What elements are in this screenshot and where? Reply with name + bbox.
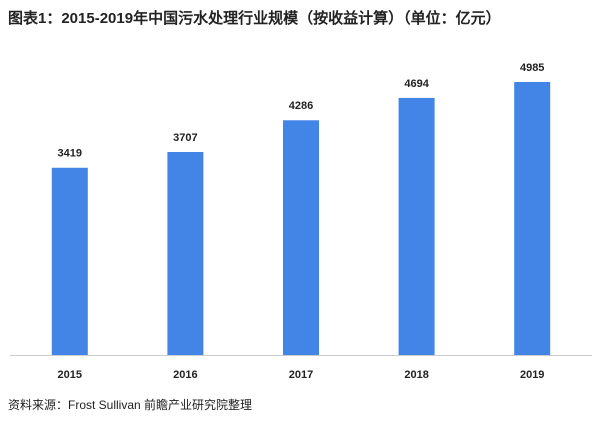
x-tick-label: 2017 [289, 369, 313, 381]
x-tick-label: 2018 [404, 369, 428, 381]
value-label: 4694 [404, 78, 429, 90]
value-label: 3419 [58, 148, 82, 160]
bar [514, 82, 551, 355]
value-label: 4985 [520, 62, 544, 74]
source-note: 资料来源：Frost Sullivan 前瞻产业研究院整理 [8, 397, 252, 412]
chart-title: 图表1：2015-2019年中国污水处理行业规模（按收益计算）（单位：亿元） [8, 9, 501, 27]
bar [51, 167, 88, 355]
x-tick-label: 2015 [58, 369, 82, 381]
bar [167, 151, 204, 355]
bar [398, 97, 435, 356]
bar [283, 120, 319, 355]
x-tick-label: 2019 [520, 369, 544, 381]
x-tick-label: 2016 [173, 369, 197, 381]
value-label: 3707 [173, 132, 197, 144]
value-label: 4286 [289, 100, 313, 112]
